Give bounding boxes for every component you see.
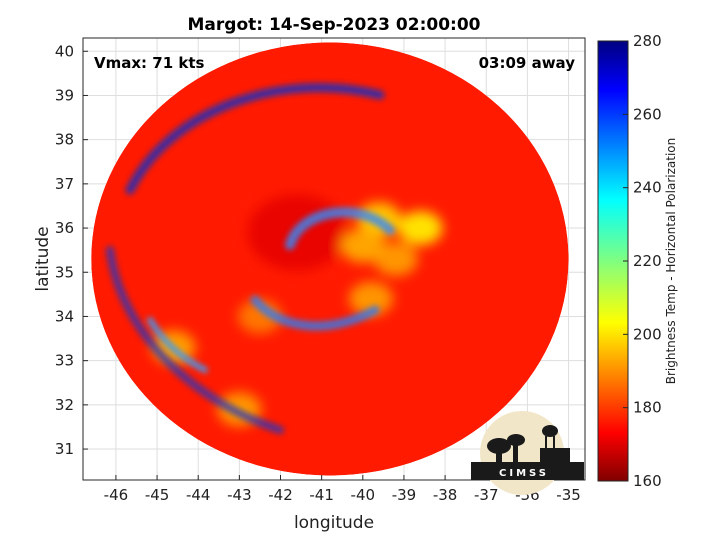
y-tick-label: 31	[55, 440, 74, 458]
x-tick-label: -42	[268, 486, 293, 504]
colorbar-tick-label: 160	[633, 472, 662, 490]
outer-rain-band	[125, 83, 385, 195]
x-tick-label: -44	[186, 486, 211, 504]
x-tick-label: -39	[392, 486, 417, 504]
y-tick-label: 34	[55, 307, 74, 325]
cimss-logo: CIMSS	[471, 411, 584, 495]
cold-band-region	[340, 228, 385, 263]
spiral-band	[250, 295, 380, 331]
x-tick-label: -38	[433, 486, 458, 504]
x-tick-label: -41	[309, 486, 334, 504]
logo-text: CIMSS	[499, 468, 549, 479]
swath	[91, 42, 569, 476]
y-tick-label: 32	[55, 396, 74, 414]
colorbar-tick-label: 260	[633, 105, 662, 123]
colorbar-tick-label: 220	[633, 252, 662, 270]
cold-band-region	[237, 299, 283, 334]
y-tick-label: 35	[55, 263, 74, 281]
x-tick-label: -40	[351, 486, 376, 504]
cold-band-region	[348, 281, 394, 316]
colorbar-tick-label: 280	[633, 32, 662, 50]
x-axis-ticks: -46 -45 -44 -43 -42 -41 -40 -39 -38 -37 -36 -35	[104, 475, 581, 504]
colorbar-tick-label: 240	[633, 179, 662, 197]
y-tick-label: 39	[55, 86, 74, 104]
colorbar-tick-label: 180	[633, 399, 662, 417]
time-away-annotation: 03:09 away	[479, 54, 576, 72]
x-tick-label: -37	[474, 486, 499, 504]
chart-title: Margot: 14-Sep-2023 02:00:00	[188, 15, 481, 35]
rain-bands	[106, 83, 395, 434]
outer-rain-band	[106, 246, 284, 434]
x-tick-label: -45	[145, 486, 170, 504]
y-tick-label: 33	[55, 352, 74, 370]
satellite-dish-icon	[487, 434, 525, 462]
y-tick-label: 38	[55, 131, 74, 149]
spiral-band	[285, 207, 395, 250]
x-tick-label: -35	[556, 486, 581, 504]
x-tick-label: -43	[227, 486, 252, 504]
y-axis-ticks: 31 32 33 34 35 36 37 38 39 40	[55, 42, 88, 458]
y-tick-label: 40	[55, 42, 74, 60]
colorbar-label: Brightness Temp - Horizontal Polarizatio…	[664, 138, 678, 385]
colorbar-tick-label: 200	[633, 325, 662, 343]
x-tick-label: -46	[104, 486, 129, 504]
logo-ground	[471, 462, 584, 480]
cold-band-region	[398, 211, 443, 246]
y-tick-label: 37	[55, 175, 74, 193]
vmax-annotation: Vmax: 71 kts	[94, 54, 204, 72]
y-axis-label: latitude	[33, 226, 53, 291]
axes-frame	[82, 37, 586, 481]
colorbar-ticks: 160 180 200 220 240 260 280	[623, 32, 662, 490]
x-axis-label: longitude	[294, 513, 374, 533]
y-tick-label: 36	[55, 219, 74, 237]
cold-band-region	[373, 242, 418, 276]
inner-rain-band	[147, 317, 208, 373]
water-tower-icon	[540, 425, 570, 462]
